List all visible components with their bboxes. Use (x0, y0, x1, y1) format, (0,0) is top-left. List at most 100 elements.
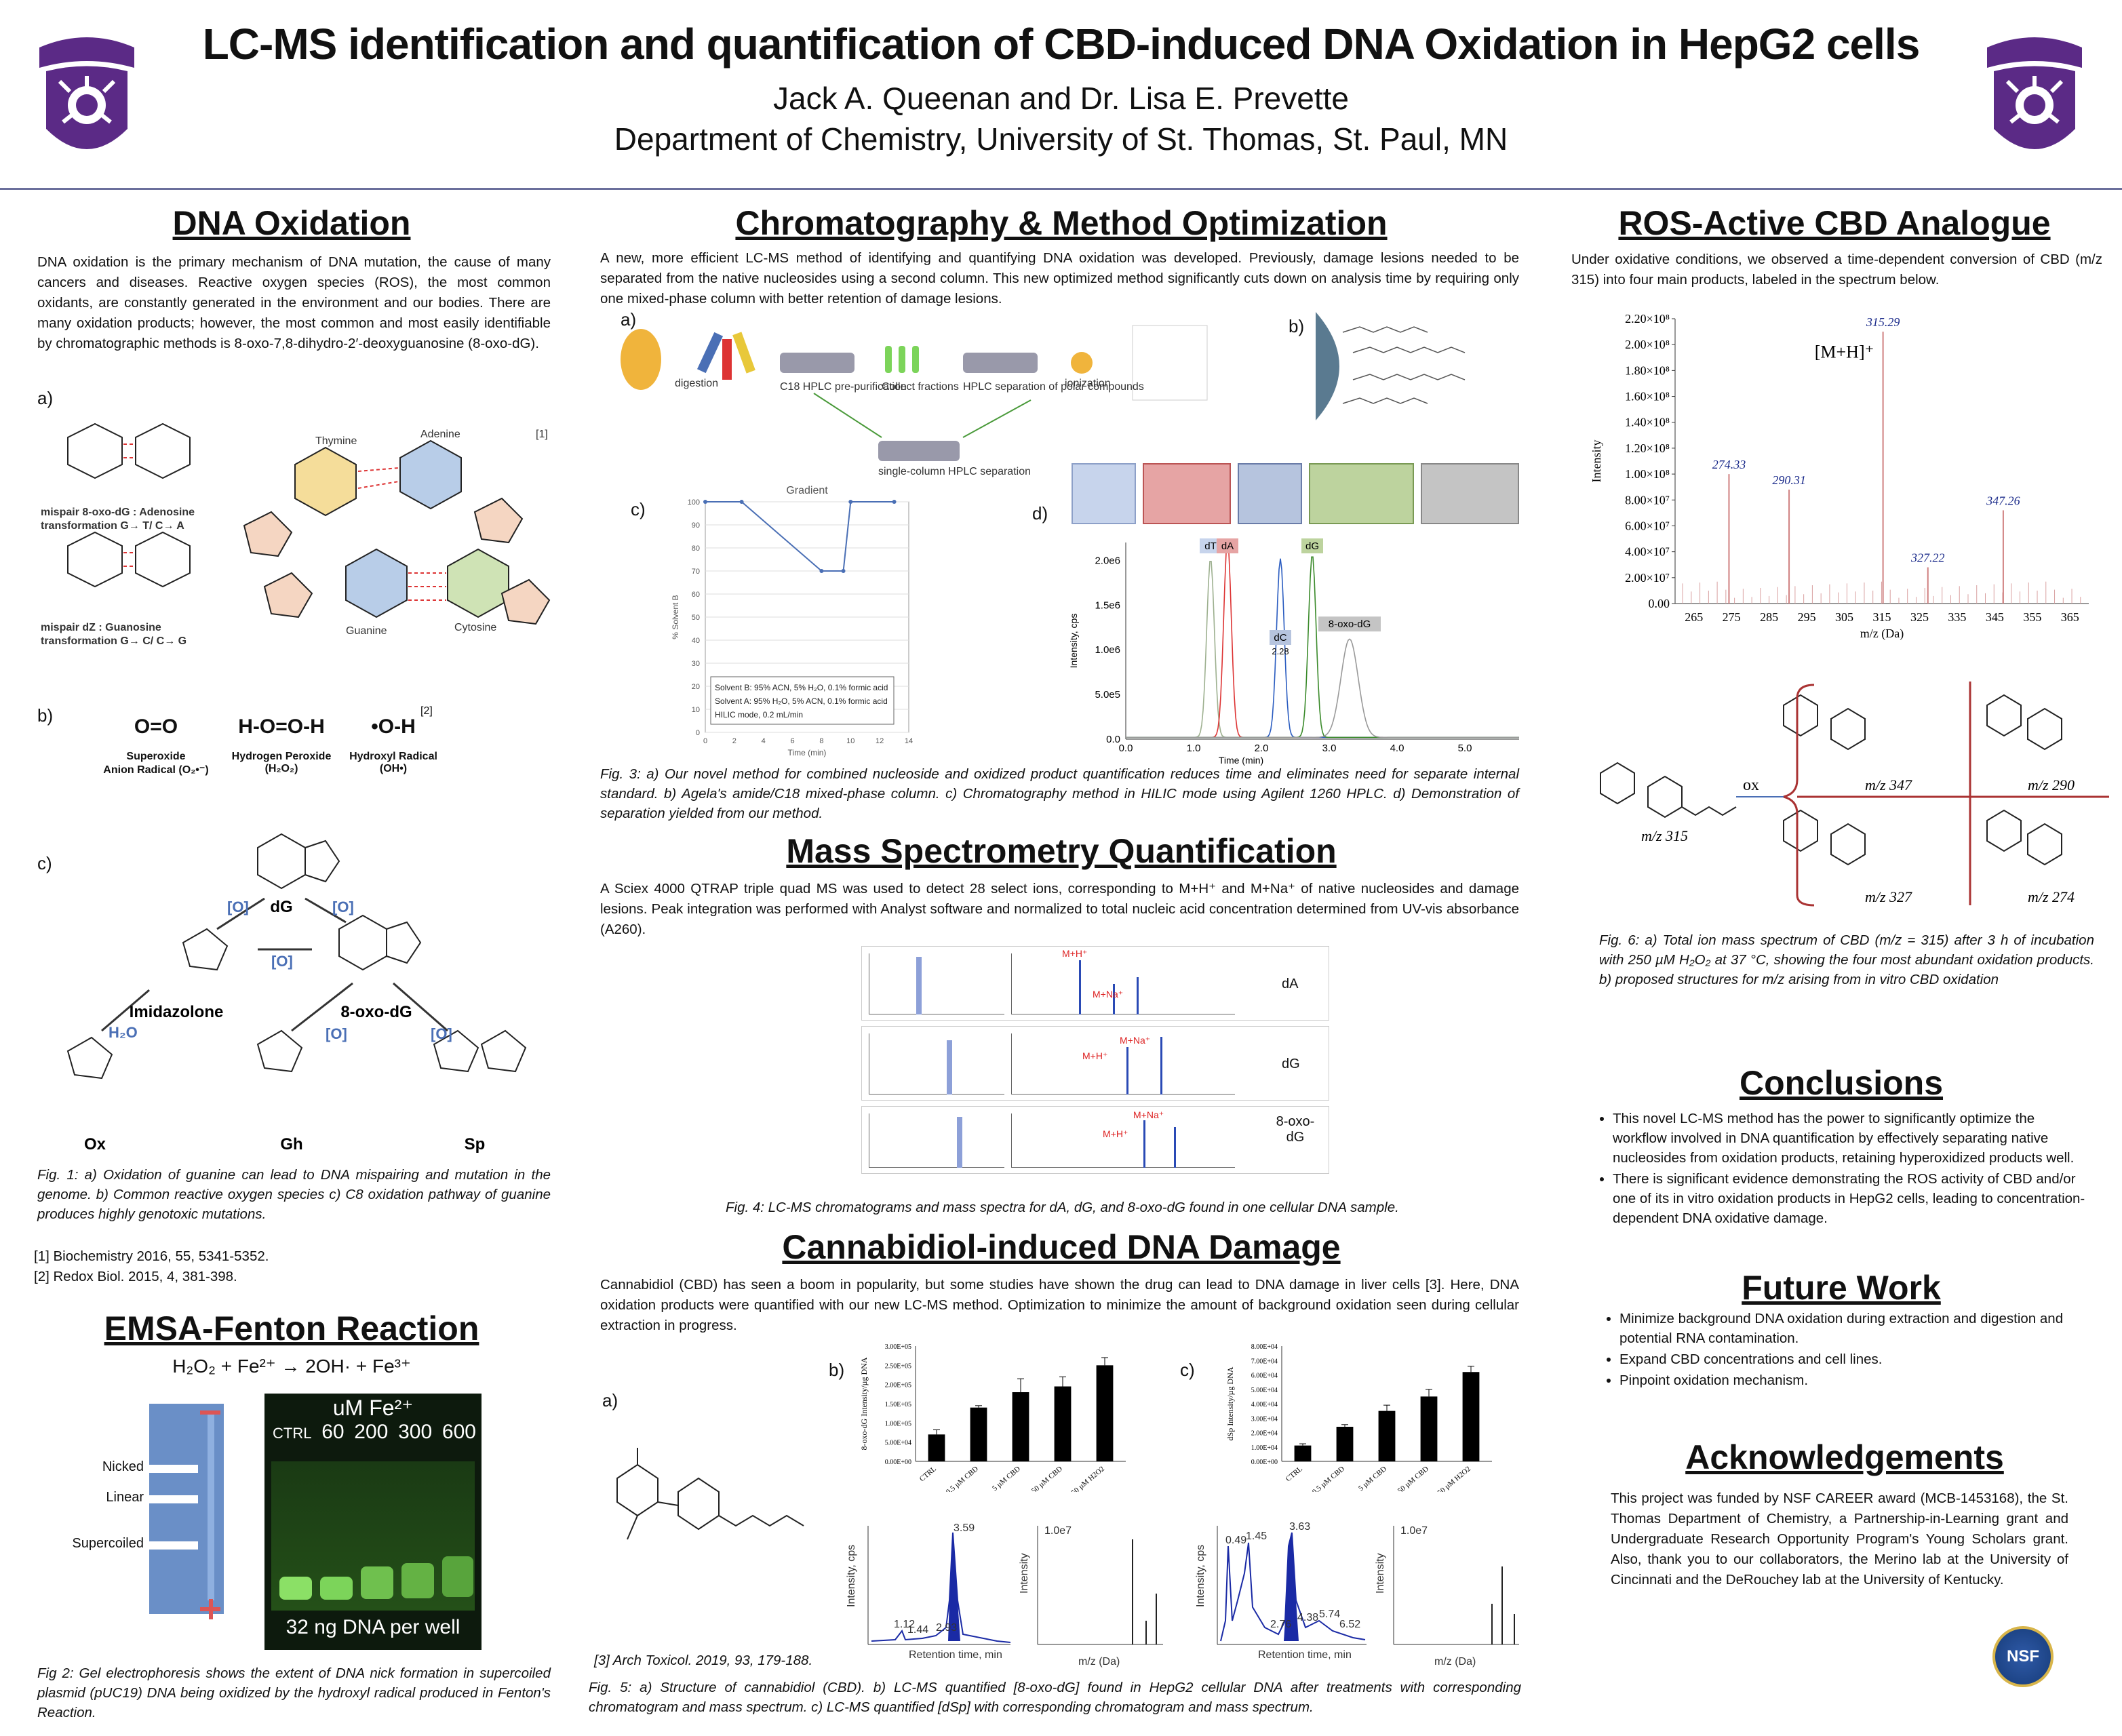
gradient-ytick: 0 (696, 729, 700, 737)
gradient-note: Solvent B: 95% ACN, 5% H₂O, 0.1% formic … (715, 683, 888, 692)
band-supercoiled: Supercoiled (72, 1536, 144, 1551)
b-ms-ylabel: Intensity (1019, 1553, 1030, 1594)
hydroxyl-formula: •O-H (371, 715, 416, 738)
chrom-xtick: 5.0 (1458, 743, 1472, 754)
c-peak-1-45: 1.45 (1246, 1531, 1267, 1542)
chrom-peak-label-8-oxo-dG: 8-oxo-dG (1329, 618, 1371, 630)
ms-oxo-label: 8-oxo-dG (1276, 1114, 1315, 1145)
bar-3 (1420, 1396, 1438, 1461)
gradient-xtick: 12 (876, 737, 884, 745)
dc-structure (1238, 463, 1302, 524)
gradient-xtick: 8 (819, 737, 823, 745)
bar-4 (1096, 1365, 1114, 1461)
c-peak-6-52: 6.52 (1339, 1619, 1360, 1630)
fenton-equation: H₂O₂ + Fe²⁺ → 2OH· + Fe³⁺ (172, 1356, 411, 1377)
fig3c-gradient-chart: 0 10 20 30 40 50 60 70 80 90 100 0 2 4 6 8 10 12 14 Gradien… (671, 485, 913, 757)
gradient-xlabel: Time (min) (788, 748, 827, 757)
wf-hplc: HPLC separation of polar compounds (963, 381, 1144, 393)
ms-xtick: 285 (1760, 610, 1778, 624)
ros-cbd-body: Under oxidative conditions, we observed … (1571, 252, 2102, 288)
gradient-point (892, 500, 897, 504)
chrom-xtick: 2.0 (1255, 743, 1269, 754)
band-linear: Linear (106, 1490, 144, 1505)
conclusion-item-2: There is significant evidence demonstrat… (1613, 1169, 2091, 1228)
bar-category: CTRL (918, 1465, 938, 1483)
dt-structure (1072, 463, 1136, 524)
bar-ytick: 3.00E+04 (1251, 1415, 1278, 1423)
nucleoside-structures (1072, 463, 1519, 531)
bar-category: CTRL (1284, 1465, 1304, 1483)
mispair1-text: mispair 8-oxo-dG : Adenosine (41, 507, 195, 518)
8-oxo-dg-structure (1421, 463, 1519, 524)
ms-da-ion2: M+Na⁺ (1093, 989, 1124, 1000)
chromatography-body: A new, more efficient LC-MS method of id… (600, 250, 1519, 307)
fig1a-base-pairing-diagram: mispair 8-oxo-dG : Adenosine transformat… (41, 422, 551, 647)
chrom-peak-tag-bg (1270, 630, 1291, 645)
bar-ytick: 0.00E+00 (1251, 1459, 1278, 1466)
chrom-series-dT (1126, 561, 1519, 738)
c-ms-xlabel: m/z (Da) (1434, 1656, 1476, 1668)
bar-4 (1462, 1372, 1480, 1461)
gradient-note: Solvent A: 95% H₂O, 5% ACN, 0.1% formic … (715, 696, 888, 706)
chrom-xtick: 1.0 (1187, 743, 1201, 754)
ox-arrow-1: [O] (227, 899, 249, 915)
gradient-ytick: 70 (692, 568, 700, 576)
chrom-peak-tag-bg (1301, 538, 1323, 553)
chrom-series-dA (1126, 540, 1519, 738)
c-peak-0-49: 0.49 (1225, 1535, 1246, 1546)
ms-peak-label-347.26: 347.26 (1986, 494, 2020, 508)
gradient-ytick: 20 (692, 683, 700, 691)
chrom-xlabel: Time (min) (1219, 755, 1263, 766)
future-item-1: Minimize background DNA oxidation during… (1619, 1309, 2102, 1348)
gradient-xtick: 2 (732, 737, 736, 745)
chromatography-heading: Chromatography & Method Optimization (735, 204, 1388, 242)
fig3-panel-b-label: b) (1289, 316, 1305, 336)
bar-ylabel: dSp Intensity/µg DNA (1225, 1366, 1235, 1440)
ms-dg-ion2: M+Na⁺ (1120, 1035, 1151, 1046)
ms-ytick: 1.00×10⁸ (1625, 467, 1670, 481)
chrom-ytick: 5.0e5 (1095, 689, 1120, 701)
8-oxo-dg-label: 8-oxo-dG (340, 1003, 412, 1021)
imidazolone-label: Imidazolone (130, 1003, 224, 1021)
gradient-ytick: 90 (692, 521, 700, 530)
superoxide-name: Superoxide (126, 751, 186, 762)
fig3-panel-c-label: c) (631, 499, 646, 519)
reference-2: [2] Redox Biol. 2015, 4, 381-398. (34, 1269, 237, 1284)
conclusions-heading: Conclusions (1739, 1064, 1944, 1102)
ms-ylabel: Intensity (1590, 440, 1603, 483)
bar-category: 50 µM CBD (1396, 1465, 1430, 1492)
lane-200: 200 (354, 1421, 389, 1443)
bar-category: 0.5 µM CBD (945, 1465, 980, 1492)
fig5-caption: Fig. 5: a) Structure of cannabidiol (CBD… (589, 1680, 1521, 1715)
gradient-ytick: 80 (692, 545, 700, 553)
guanine-label: Guanine (346, 625, 387, 637)
acknowledgements-body: This project was funded by NSF CAREER aw… (1611, 1491, 2068, 1587)
ms-ytick: 1.80×10⁸ (1625, 363, 1670, 377)
ms-row-8-oxo-dg: M+Na⁺ M+H⁺ (861, 1106, 1329, 1174)
gradient-xtick: 4 (762, 737, 766, 745)
chrom-peak-label-dC: dC (1274, 632, 1286, 644)
fig1-panel-c-label: c) (37, 853, 52, 873)
chrom-xtick: 3.0 (1322, 743, 1337, 754)
bar-1 (970, 1407, 987, 1461)
bar-category: 5 µM CBD (991, 1465, 1022, 1492)
ms-peak-label-327.22: 327.22 (1910, 551, 1945, 565)
gradient-ytick: 100 (688, 498, 700, 507)
ox-arrow-2: [O] (332, 899, 354, 915)
authors: Jack A. Queenan and Dr. Lisa E. Prevette (773, 81, 1349, 116)
struct-315: m/z 315 (1641, 827, 1688, 844)
chrom-ytick: 1.0e6 (1095, 644, 1120, 656)
bar-category: 0.5 µM CBD (1311, 1465, 1346, 1492)
bar-ytick: 1.00E+05 (885, 1420, 911, 1427)
ms-row-dg: M+Na⁺ M+H⁺ (861, 1026, 1329, 1101)
bar-ytick: 2.00E+05 (885, 1382, 911, 1389)
c-peak-5-74: 5.74 (1319, 1609, 1340, 1620)
gradient-title: Gradient (786, 485, 828, 496)
gradient-ytick: 10 (692, 706, 700, 714)
fig1c-oxidation-pathway: dG Imidazolone 8-oxo-dG Ox Gh Sp [O] [O]… (66, 833, 527, 1153)
ox-label: Ox (84, 1135, 106, 1153)
bar-ytick: 2.50E+05 (885, 1362, 911, 1370)
gradient-ytick: 50 (692, 614, 700, 622)
ms-ytick: 2.00×10⁷ (1625, 571, 1670, 585)
ms-dg-ion1: M+H⁺ (1082, 1050, 1108, 1061)
